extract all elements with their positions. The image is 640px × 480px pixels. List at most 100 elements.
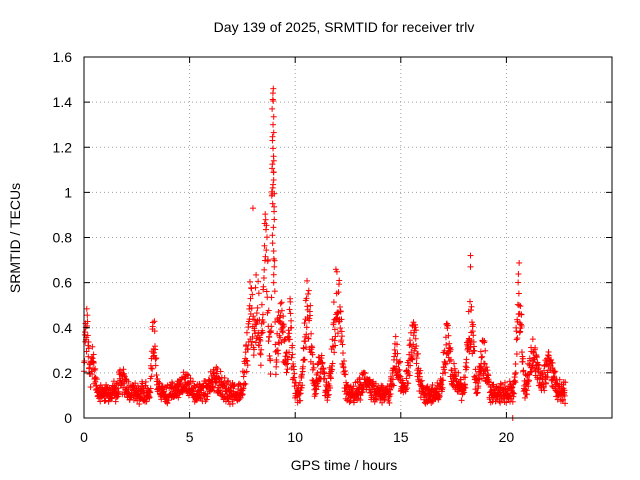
- data-point: [196, 380, 203, 387]
- data-point: [455, 369, 462, 376]
- data-point: [441, 366, 448, 373]
- data-point: [262, 253, 269, 260]
- data-point: [309, 351, 316, 358]
- data-point: [535, 365, 542, 372]
- data-point: [270, 145, 277, 152]
- data-point: [260, 283, 267, 290]
- data-point: [501, 379, 508, 386]
- data-point: [478, 354, 485, 361]
- data-point: [330, 299, 337, 306]
- data-point: [242, 380, 249, 387]
- data-point: [515, 290, 522, 297]
- data-point: [102, 397, 109, 404]
- data-point: [341, 371, 348, 378]
- data-point: [175, 394, 182, 401]
- data-point: [469, 328, 476, 335]
- data-point: [249, 291, 256, 298]
- data-point: [146, 395, 153, 402]
- data-point: [134, 382, 141, 389]
- data-point: [85, 338, 92, 345]
- data-point: [288, 354, 295, 361]
- data-point: [396, 367, 403, 374]
- data-point: [510, 393, 517, 400]
- data-point: [266, 334, 273, 341]
- data-point: [514, 301, 521, 308]
- data-point: [305, 290, 312, 297]
- data-point: [273, 359, 280, 366]
- data-point: [540, 367, 547, 374]
- data-point: [284, 360, 291, 367]
- data-point: [262, 216, 269, 223]
- data-point: [151, 318, 158, 325]
- data-point: [518, 311, 525, 318]
- y-axis-label: SRMTID / TECUs: [7, 183, 23, 293]
- y-tick-label: 0.8: [53, 230, 73, 246]
- data-point: [334, 330, 341, 337]
- x-tick-label: 15: [393, 429, 409, 445]
- data-point: [286, 330, 293, 337]
- data-point: [519, 355, 526, 362]
- data-point: [270, 97, 277, 104]
- data-point: [441, 347, 448, 354]
- data-point: [263, 247, 270, 254]
- data-point: [516, 329, 523, 336]
- data-point: [442, 369, 449, 376]
- data-point: [298, 371, 305, 378]
- data-point: [314, 369, 321, 376]
- data-point: [329, 366, 336, 373]
- data-point: [350, 383, 357, 390]
- data-point: [152, 346, 159, 353]
- data-point: [149, 365, 156, 372]
- data-point: [299, 382, 306, 389]
- data-point: [277, 312, 284, 319]
- data-point: [224, 378, 231, 385]
- data-point: [217, 368, 224, 375]
- data-point: [509, 384, 516, 391]
- data-point: [213, 379, 220, 386]
- data-point: [483, 364, 490, 371]
- data-point: [342, 371, 349, 378]
- data-point: [313, 386, 320, 393]
- data-point: [91, 367, 98, 374]
- data-point: [275, 308, 282, 315]
- data-point: [240, 373, 247, 380]
- data-point: [305, 287, 312, 294]
- data-point: [543, 380, 550, 387]
- data-point: [325, 391, 332, 398]
- data-point: [304, 303, 311, 310]
- data-point: [327, 384, 334, 391]
- data-point: [198, 395, 205, 402]
- data-point: [386, 399, 393, 406]
- data-point: [477, 348, 484, 355]
- data-point: [429, 397, 436, 404]
- data-point: [529, 336, 536, 343]
- data-point: [113, 380, 120, 387]
- data-point: [409, 352, 416, 359]
- data-point: [451, 360, 458, 367]
- ticks-layer: 0 0.2 0.4 0.6 0.8 1 1.2 1.4 1.6 0 5 10 15 20: [53, 49, 612, 445]
- data-point: [267, 371, 274, 378]
- data-point: [301, 356, 308, 363]
- data-point: [287, 310, 294, 317]
- data-point: [83, 305, 90, 312]
- data-point: [253, 271, 260, 278]
- data-point: [434, 379, 441, 386]
- data-point: [387, 390, 394, 397]
- data-point: [284, 353, 291, 360]
- data-point: [146, 388, 153, 395]
- data-point: [406, 372, 413, 379]
- data-point: [249, 338, 256, 345]
- data-point: [409, 356, 416, 363]
- data-point: [333, 268, 340, 275]
- data-point: [511, 390, 518, 397]
- data-point: [248, 305, 255, 312]
- data-point: [470, 321, 477, 328]
- data-point: [105, 398, 112, 405]
- data-point: [270, 271, 277, 278]
- data-point: [447, 356, 454, 363]
- data-point: [164, 400, 171, 407]
- data-point: [520, 367, 527, 374]
- data-point: [549, 382, 556, 389]
- data-point: [268, 323, 275, 330]
- data-point: [278, 307, 285, 314]
